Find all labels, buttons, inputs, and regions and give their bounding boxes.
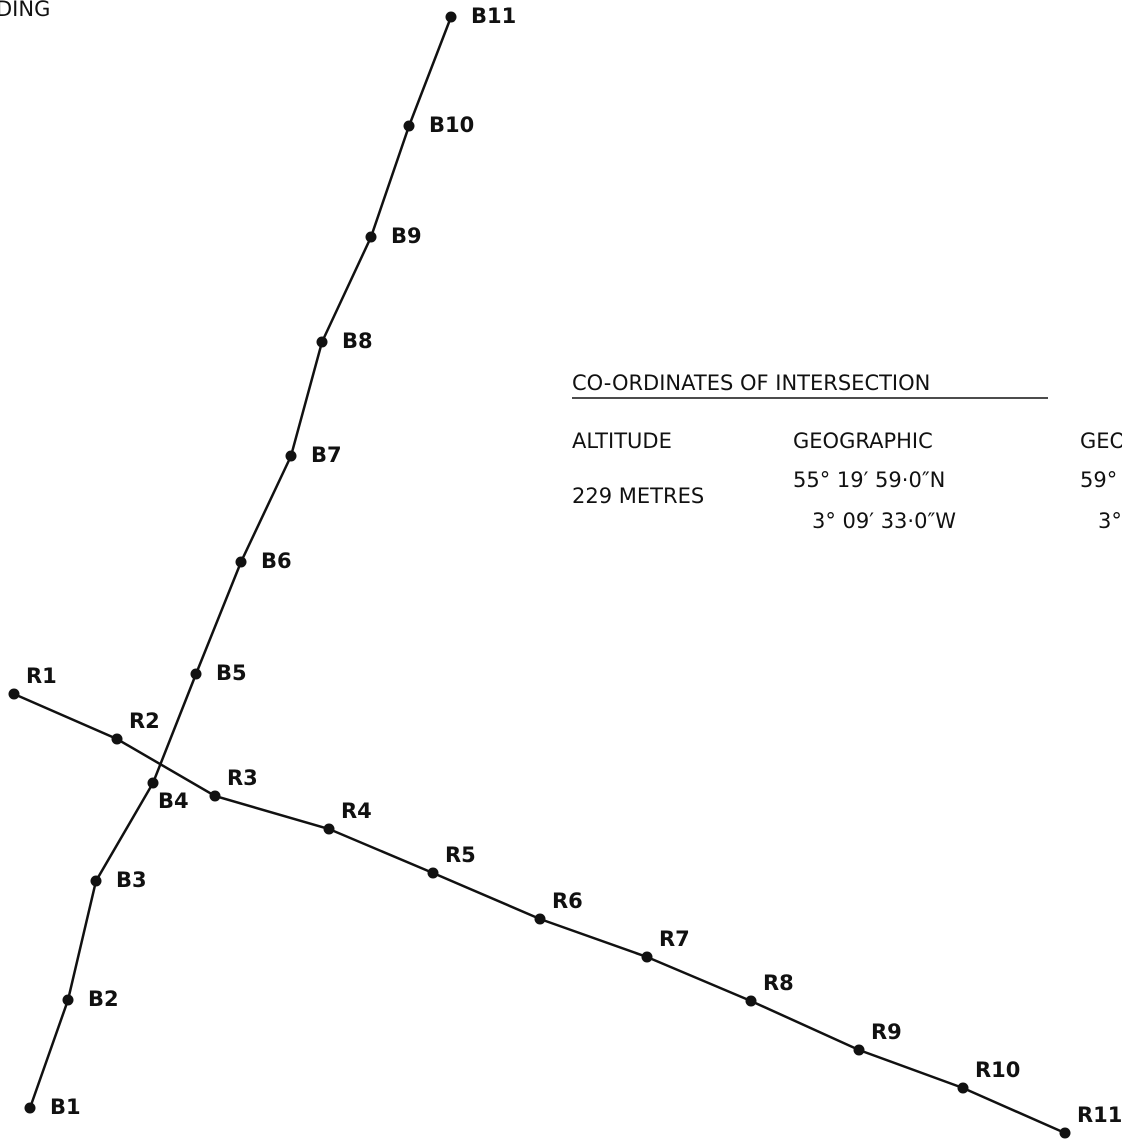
point-label: B9 (391, 224, 422, 248)
track-point (323, 823, 335, 835)
track-point (403, 120, 415, 132)
track-point (90, 875, 102, 887)
track-point (445, 11, 457, 23)
column-heading: GEO (1080, 429, 1122, 453)
column-value: 3° 09′ 33·0″W (812, 509, 956, 533)
point-label: R6 (552, 889, 583, 913)
track-point (190, 668, 202, 680)
track-point (111, 733, 123, 745)
track-point (957, 1082, 969, 1094)
column-value: 3° (1098, 509, 1122, 533)
point-label: B6 (261, 549, 292, 573)
point-label: B8 (342, 329, 373, 353)
point-label: B5 (216, 661, 247, 685)
point-label: R5 (445, 843, 476, 867)
point-label: R4 (341, 799, 372, 823)
intersection-title: CO-ORDINATES OF INTERSECTION (572, 371, 930, 395)
track-point (147, 777, 159, 789)
point-label: R2 (129, 709, 160, 733)
point-label: B4 (158, 789, 189, 813)
track-point (235, 556, 247, 568)
column-heading: GEOGRAPHIC (793, 429, 933, 453)
point-label: R10 (975, 1058, 1020, 1082)
track-point (1059, 1127, 1071, 1139)
point-label: B2 (88, 987, 119, 1011)
point-label: R11 (1077, 1103, 1122, 1127)
track-point (62, 994, 74, 1006)
track-point (534, 913, 546, 925)
track-point (209, 790, 221, 802)
track-point (24, 1102, 36, 1114)
point-label: R3 (227, 766, 258, 790)
track-point (853, 1044, 865, 1056)
point-label: B7 (311, 443, 342, 467)
track-point (365, 231, 377, 243)
track-point (641, 951, 653, 963)
column-value: 59° (1080, 468, 1117, 492)
column-heading: ALTITUDE (572, 429, 672, 453)
track-line (13, 692, 1066, 1135)
track-point (427, 867, 439, 879)
point-label: B3 (116, 868, 147, 892)
column-value: 229 METRES (572, 484, 704, 508)
column-value: 55° 19′ 59·0″N (793, 468, 945, 492)
track-point (316, 336, 328, 348)
point-label: R1 (26, 664, 57, 688)
track-point (8, 688, 20, 700)
cropped-heading: DING (0, 0, 50, 21)
point-label: R8 (763, 971, 794, 995)
track-point (285, 450, 297, 462)
point-label: B10 (429, 113, 474, 137)
point-label: R7 (659, 927, 690, 951)
point-label: B1 (50, 1095, 81, 1119)
point-label: R9 (871, 1020, 902, 1044)
track-point (745, 995, 757, 1007)
point-label: B11 (471, 4, 516, 28)
